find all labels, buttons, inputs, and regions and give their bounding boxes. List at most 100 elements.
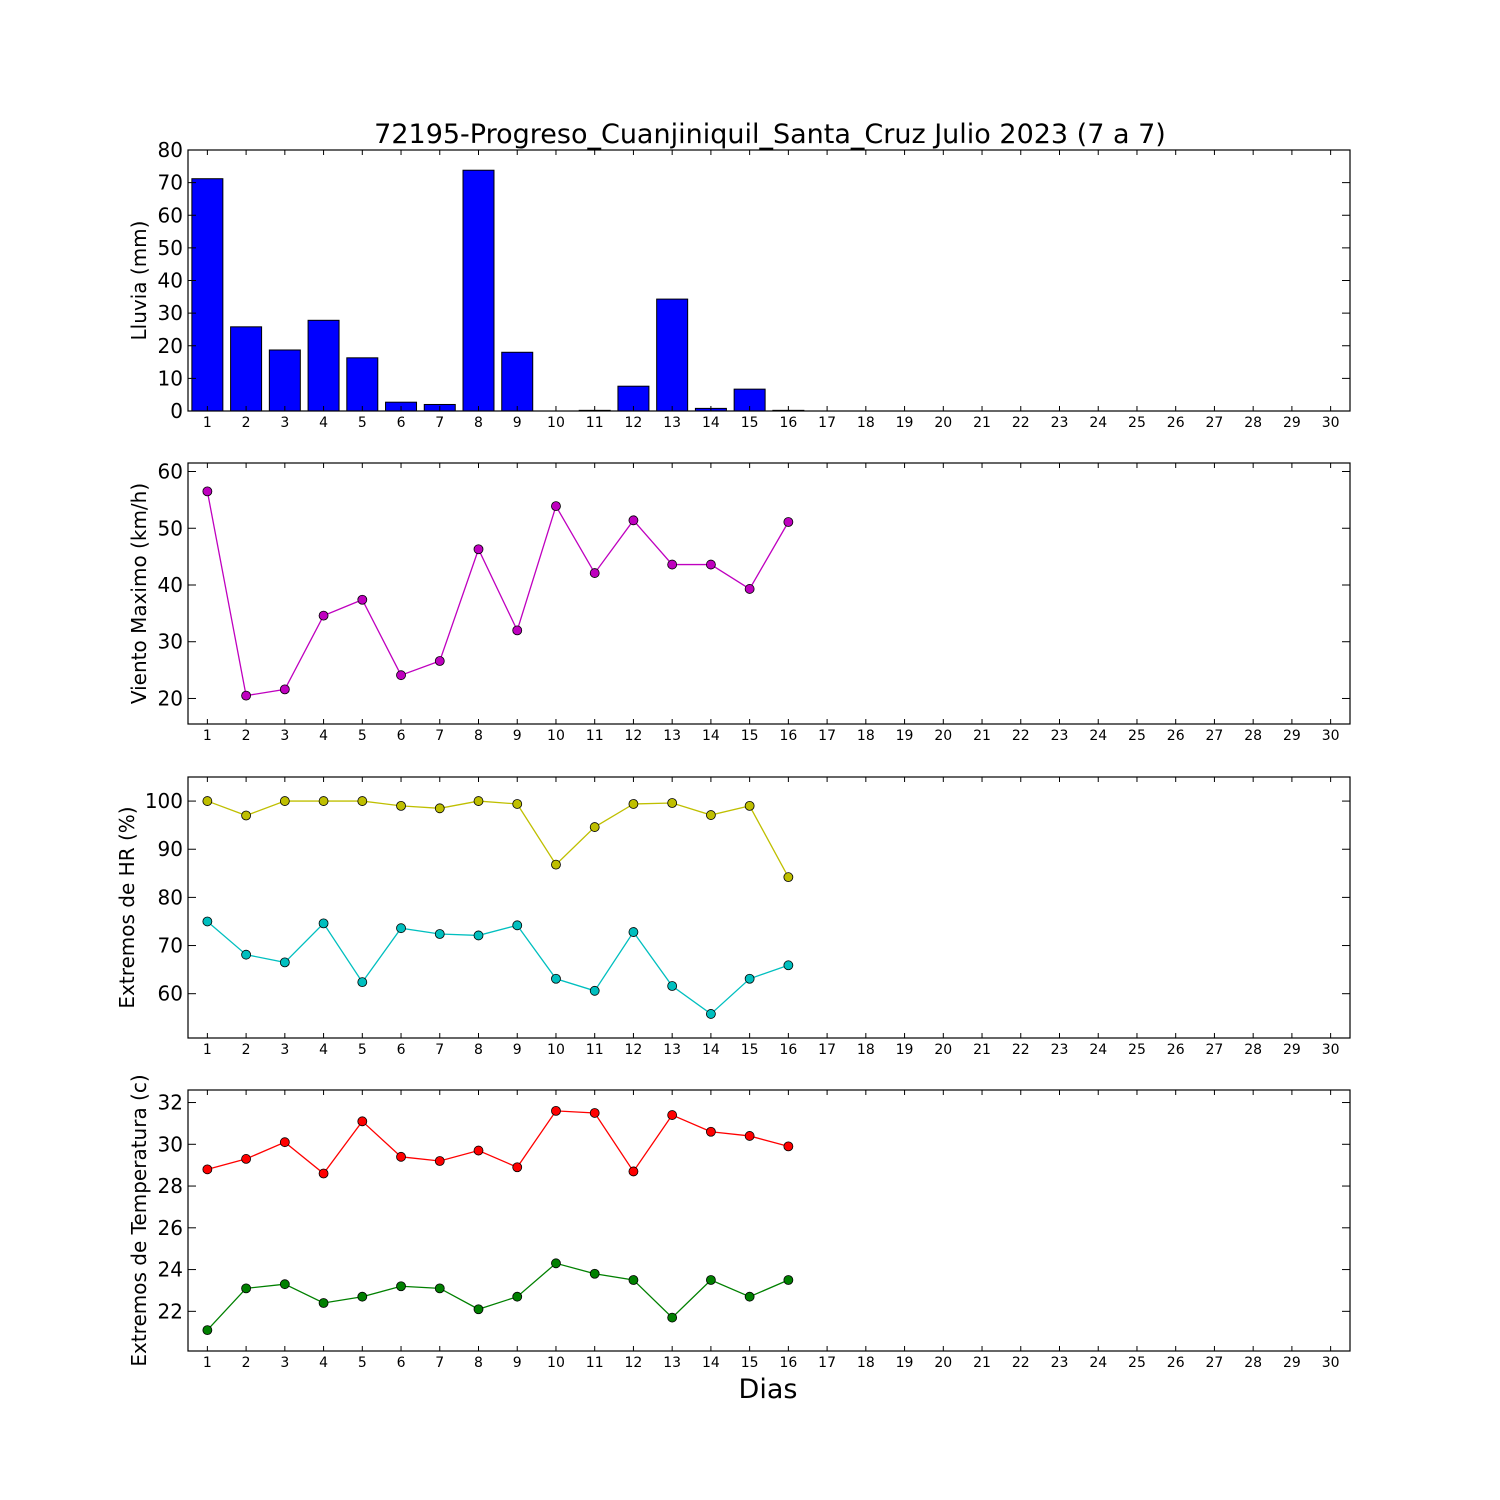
humidity-series-1-point-day-4 — [318, 796, 329, 806]
temperature-series-1-point-day-9 — [512, 1162, 523, 1173]
chart-title: 72195-Progreso_Cuanjiniquil_Santa_Cruz J… — [374, 119, 1166, 150]
x-tick-label: 10 — [547, 1042, 565, 1058]
x-tick-label: 23 — [1051, 415, 1069, 431]
humidity-series-2-point-day-12 — [628, 927, 639, 937]
y-tick-label: 70 — [158, 934, 183, 958]
x-tick-label: 25 — [1128, 1355, 1146, 1371]
x-tick-label: 7 — [435, 728, 444, 744]
x-tick-label: 18 — [857, 415, 875, 431]
temperature-series-2-point-day-14 — [706, 1275, 716, 1285]
temperature-series-2-point-day-8 — [473, 1304, 484, 1315]
x-tick-label: 8 — [474, 415, 483, 431]
y-tick-label: 90 — [158, 837, 183, 861]
rain-bar-day-2 — [230, 326, 263, 412]
x-tick-label: 12 — [625, 728, 643, 744]
x-tick-label: 4 — [319, 415, 328, 431]
y-tick-label: 50 — [158, 516, 183, 540]
humidity-series-1-point-day-1 — [202, 796, 213, 806]
wind-series-1-point-day-6 — [396, 670, 406, 681]
y-tick-label: 70 — [158, 171, 183, 195]
humidity-series-2-point-day-16 — [783, 960, 794, 971]
x-tick-label: 18 — [857, 1042, 875, 1058]
x-tick-label: 1 — [203, 728, 212, 744]
y-tick-label: 0 — [170, 399, 183, 423]
temperature-series-1-point-day-1 — [202, 1164, 213, 1175]
x-tick-label: 21 — [973, 1355, 991, 1371]
humidity-series-2-point-day-11 — [589, 985, 600, 996]
humidity-series-2-point-day-1 — [202, 916, 213, 927]
x-tick-label: 22 — [1012, 1042, 1030, 1058]
wind-series-1-point-day-7 — [434, 656, 445, 666]
x-tick-label: 18 — [857, 1355, 875, 1371]
x-tick-label: 24 — [1089, 1042, 1107, 1058]
temperature-series-1-point-day-6 — [396, 1151, 406, 1162]
temperature-series-2-point-day-12 — [628, 1275, 639, 1285]
temperature-series-1-point-day-15 — [744, 1131, 755, 1141]
x-tick-label: 13 — [663, 1355, 681, 1371]
wind-series-1-point-day-13 — [667, 559, 678, 570]
x-tick-label: 28 — [1244, 1355, 1262, 1371]
temperature-series-1-line — [207, 1110, 789, 1175]
x-tick-label: 21 — [973, 1042, 991, 1058]
y-tick-label: 80 — [158, 885, 183, 909]
y-tick-label: 60 — [158, 460, 183, 484]
panel-humidity: 1 2 3 4 5 6 7 8 9 10 11 12 13 14 15 16 17 18 19 20 21 22 23 24 2… — [115, 776, 1351, 1058]
humidity-series-1-point-day-7 — [434, 803, 445, 814]
humidity-series-1-point-day-10 — [551, 859, 561, 870]
wind-series-1-point-day-8 — [473, 544, 484, 555]
x-tick-label: 29 — [1283, 1042, 1301, 1058]
x-tick-label: 11 — [586, 415, 604, 431]
x-tick-label: 27 — [1206, 415, 1224, 431]
x-tick-label: 10 — [547, 1355, 565, 1371]
y-tick-label: 30 — [158, 1132, 183, 1156]
y-tick-label: 100 — [145, 789, 183, 813]
panel-wind-frame — [187, 462, 1351, 725]
x-tick-label: 19 — [896, 728, 914, 744]
x-tick-label: 28 — [1244, 415, 1262, 431]
x-tick-label: 22 — [1012, 1355, 1030, 1371]
y-tick-label: 40 — [158, 269, 183, 293]
x-tick-label: 25 — [1128, 728, 1146, 744]
humidity-series-1-point-day-5 — [357, 796, 368, 806]
humidity-series-2-point-day-10 — [551, 973, 561, 984]
x-tick-label: 12 — [625, 1042, 643, 1058]
x-tick-label: 2 — [242, 728, 251, 744]
x-tick-label: 24 — [1089, 728, 1107, 744]
y-tick-label: 30 — [158, 630, 183, 654]
y-tick-label: 22 — [158, 1299, 183, 1323]
temperature-series-1-point-day-13 — [667, 1110, 678, 1120]
x-tick-label: 22 — [1012, 728, 1030, 744]
x-tick-label: 8 — [474, 1355, 483, 1371]
x-tick-label: 9 — [513, 415, 522, 431]
x-tick-label: 15 — [741, 415, 759, 431]
x-tick-label: 27 — [1206, 1042, 1224, 1058]
x-tick-label: 2 — [242, 415, 251, 431]
humidity-series-2-point-day-6 — [396, 923, 406, 934]
temperature-series-1-point-day-8 — [473, 1145, 484, 1156]
x-tick-label: 1 — [203, 1355, 212, 1371]
x-tick-label: 13 — [663, 728, 681, 744]
x-tick-label: 5 — [358, 1042, 367, 1058]
x-tick-label: 30 — [1322, 1042, 1340, 1058]
x-tick-label: 23 — [1051, 1355, 1069, 1371]
x-tick-label: 15 — [741, 728, 759, 744]
x-tick-label: 12 — [625, 1355, 643, 1371]
wind-series-1-point-day-11 — [589, 568, 600, 578]
temperature-series-1-point-day-7 — [434, 1156, 445, 1166]
wind-series-1-point-day-5 — [357, 594, 368, 605]
temperature-series-2-point-day-13 — [667, 1312, 678, 1323]
temperature-series-2-point-day-16 — [783, 1275, 794, 1285]
x-tick-label: 15 — [741, 1355, 759, 1371]
temperature-series-2-point-day-5 — [357, 1291, 368, 1302]
humidity-series-2-point-day-3 — [279, 957, 290, 968]
x-tick-label: 14 — [702, 1042, 720, 1058]
x-tick-label: 26 — [1167, 1042, 1185, 1058]
x-tick-label: 17 — [818, 415, 836, 431]
panel-rain: 1 2 3 4 5 6 7 8 9 10 11 12 13 14 15 16 17 18 19 20 21 22 23 24 2… — [127, 138, 1351, 431]
y-axis-label: Viento Maximo (km/h) — [127, 483, 151, 704]
x-tick-label: 19 — [896, 1355, 914, 1371]
x-tick-label: 23 — [1051, 1042, 1069, 1058]
x-tick-label: 16 — [779, 415, 797, 431]
temperature-series-1-point-day-4 — [318, 1168, 329, 1179]
